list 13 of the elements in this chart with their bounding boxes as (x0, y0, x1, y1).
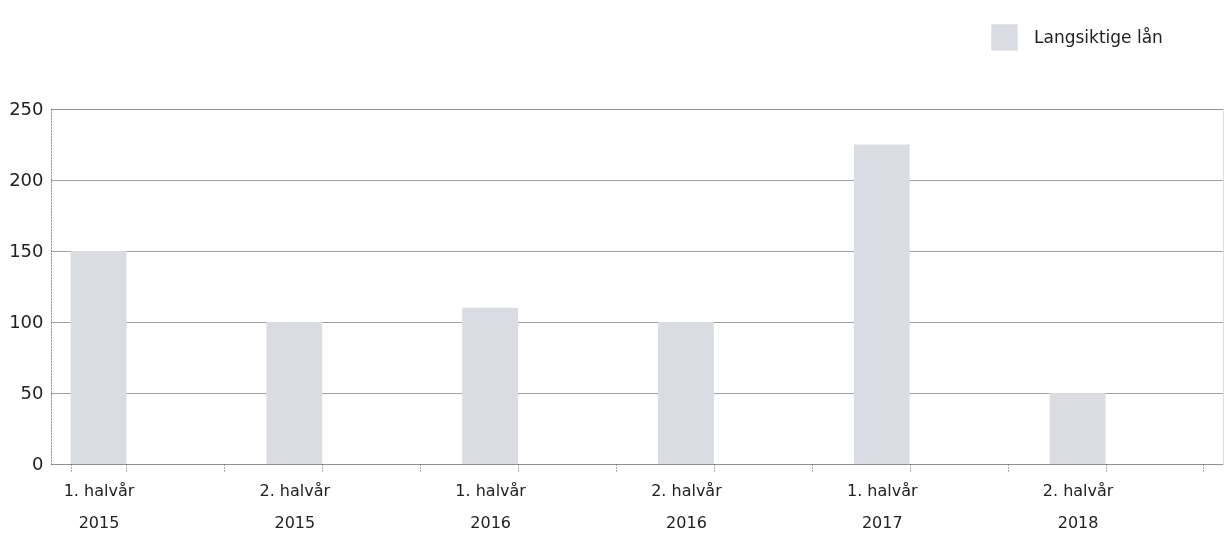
x-tick-label: 1. halvår 2017 (846, 480, 918, 532)
y-tick-label: 100 (9, 310, 44, 332)
x-tick-label: 2. halvår 2016 (651, 480, 723, 532)
y-tick-label: 150 (9, 239, 44, 261)
legend-label: Langsiktige lån (1034, 26, 1163, 47)
x-tick-label: 2. halvår 2015 (259, 480, 331, 532)
x-tick-label: 1. halvår 2016 (455, 480, 527, 532)
y-tick-label: 50 (20, 381, 44, 403)
x-tick-label: 2. halvår 2018 (1042, 480, 1114, 532)
y-tick-label: 250 (9, 97, 44, 119)
x-tick-label: 1. halvår 2015 (63, 480, 135, 532)
y-tick-label: 0 (32, 452, 44, 474)
y-tick-label: 200 (9, 168, 44, 190)
